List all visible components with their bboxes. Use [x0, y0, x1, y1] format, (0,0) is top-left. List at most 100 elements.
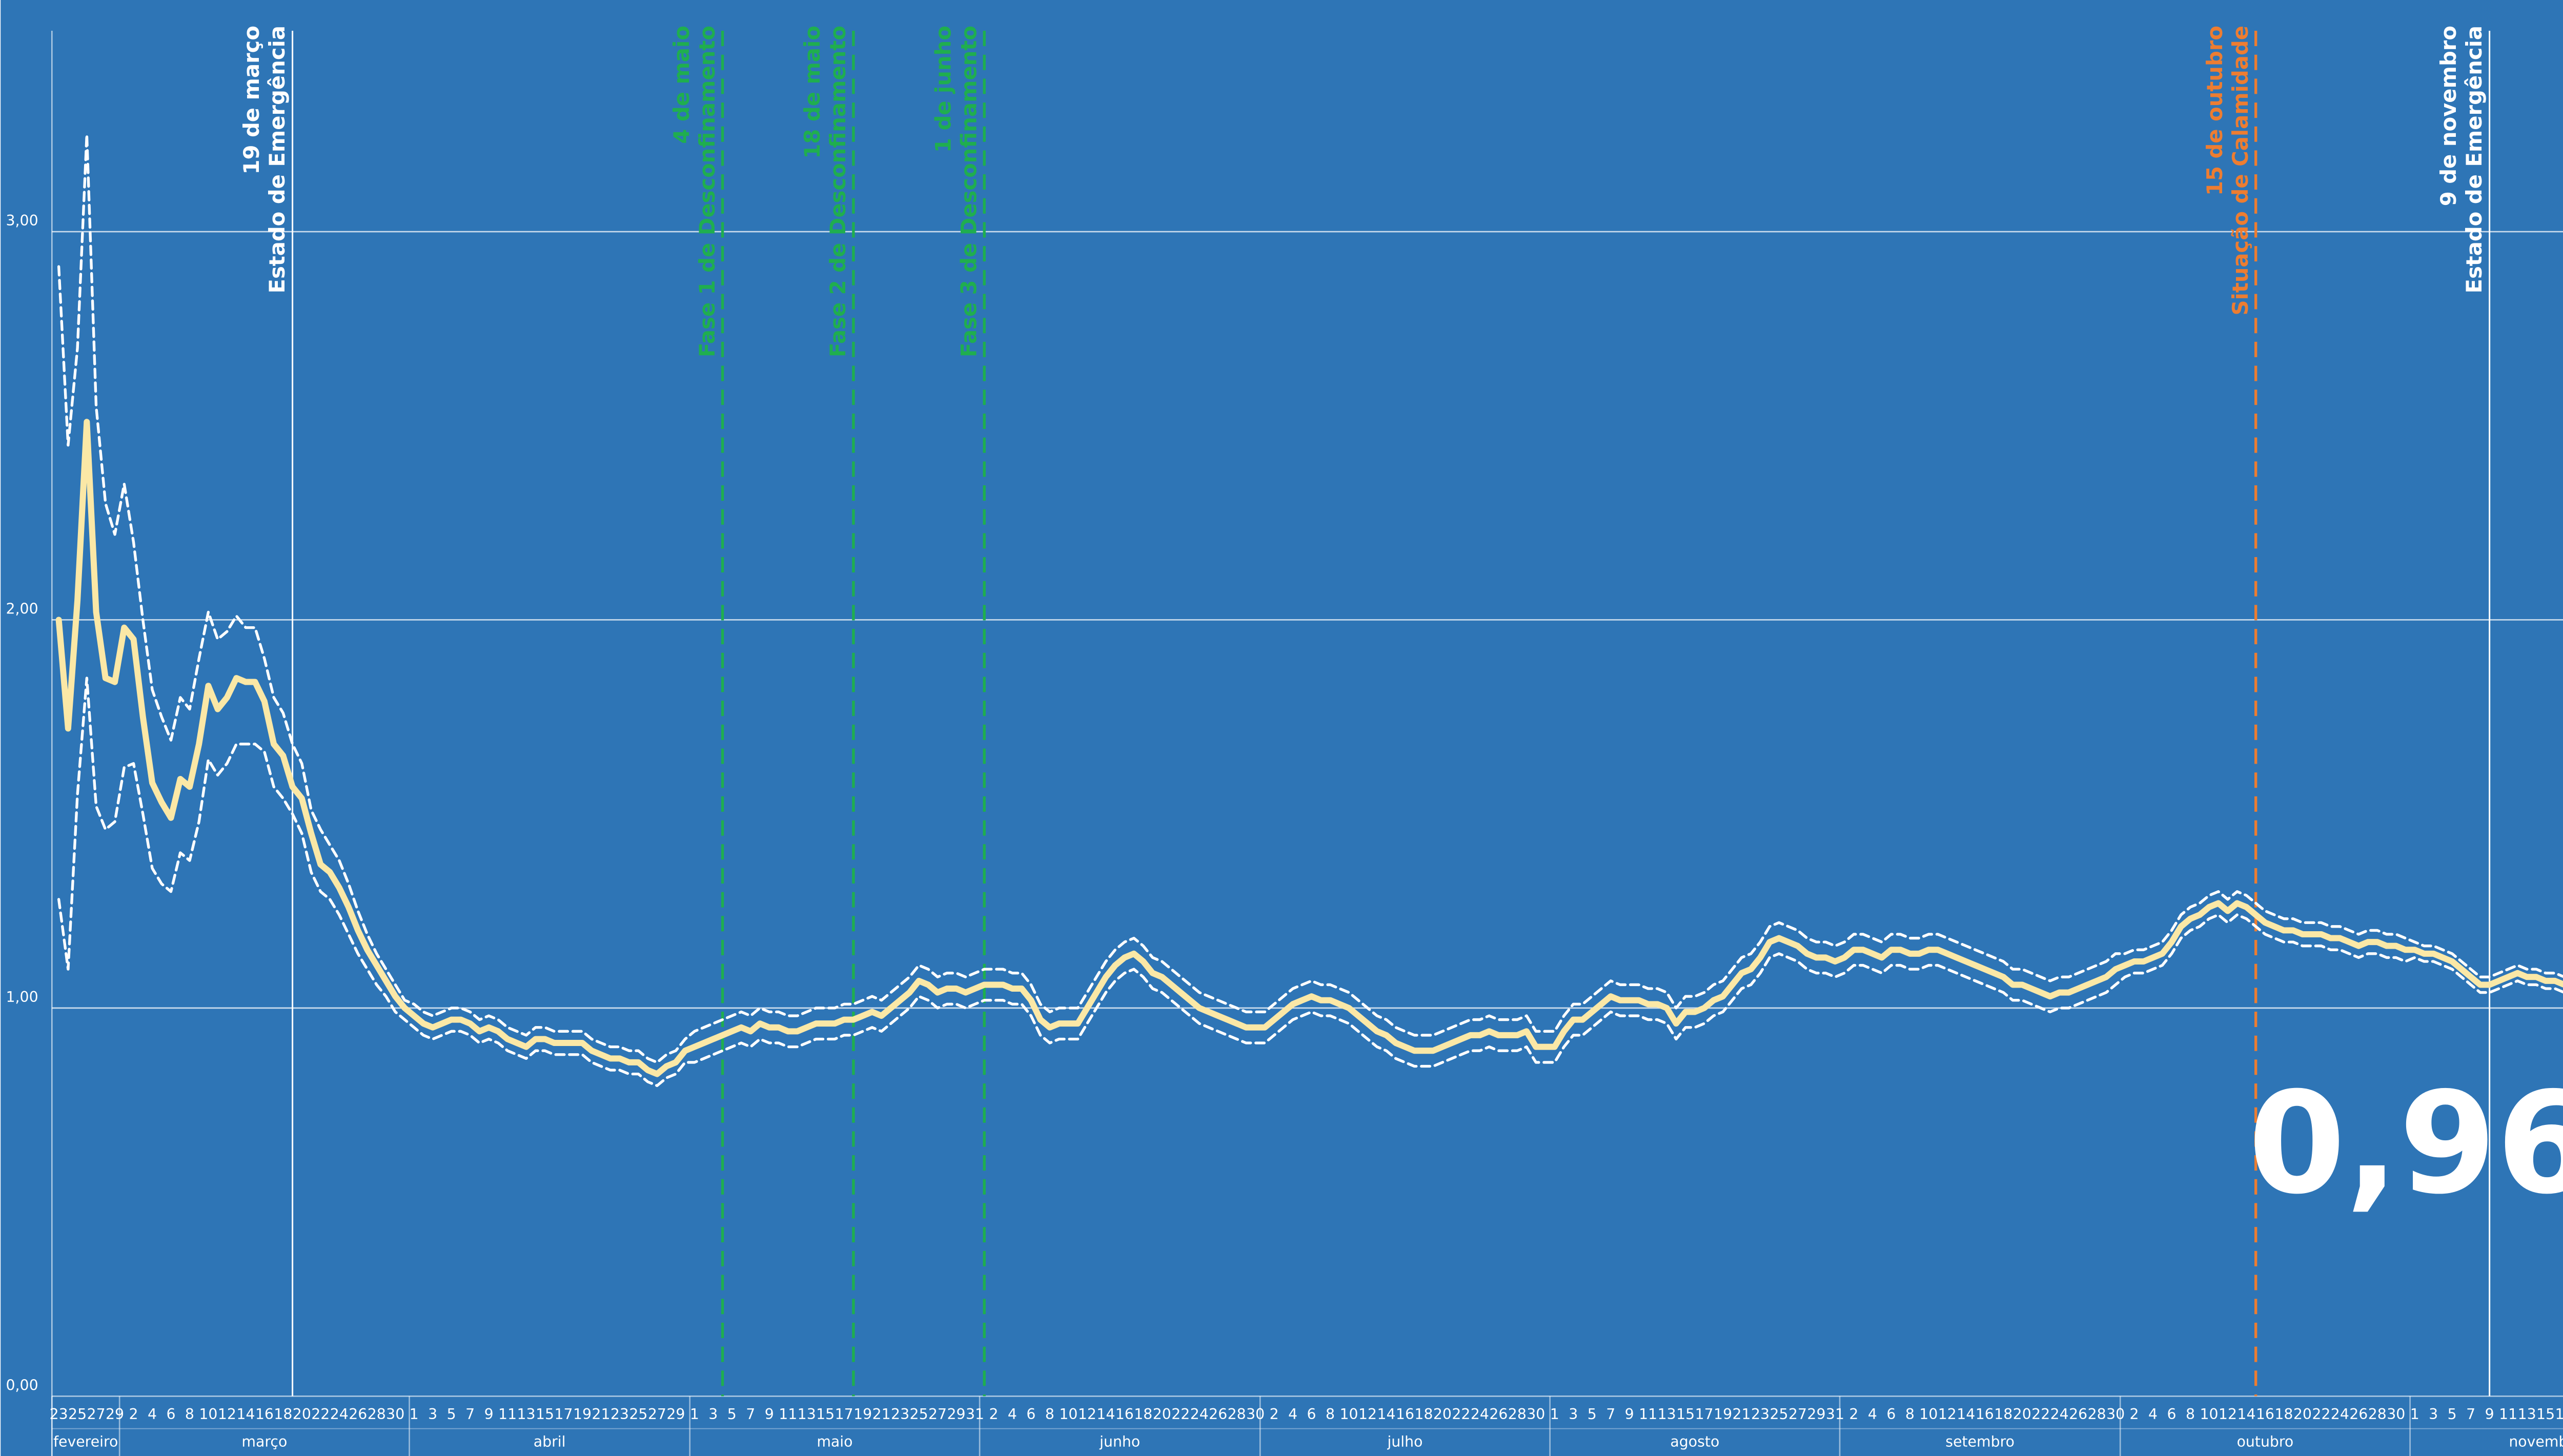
- x-tick-label: 4: [1008, 1406, 1017, 1423]
- x-tick-label: 20: [1433, 1406, 1452, 1423]
- x-tick-label: 18: [274, 1406, 292, 1423]
- month-label: agosto: [1670, 1433, 1719, 1450]
- annotation-label: 4 de maio: [669, 26, 694, 144]
- x-tick-label: 12: [1938, 1406, 1957, 1423]
- x-tick-label: 30: [2387, 1406, 2405, 1423]
- x-tick-label: 2: [1270, 1406, 1279, 1423]
- x-tick-label: 19: [1714, 1406, 1732, 1423]
- x-tick-label: 13: [2518, 1406, 2536, 1423]
- x-tick-label: 6: [1026, 1406, 1035, 1423]
- x-tick-label: 10: [1059, 1406, 1077, 1423]
- x-tick-label: 8: [1045, 1406, 1054, 1423]
- annotation-label: 19 de março: [239, 26, 264, 175]
- x-tick-label: 10: [2200, 1406, 2218, 1423]
- x-tick-label: 30: [2106, 1406, 2125, 1423]
- x-tick-label: 4: [1868, 1406, 1877, 1423]
- x-tick-label: 4: [1288, 1406, 1297, 1423]
- x-tick-label: 13: [798, 1406, 816, 1423]
- x-tick-label: 27: [1788, 1406, 1807, 1423]
- annotation-label: Estado de Emergência: [265, 26, 290, 293]
- x-tick-label: 15: [816, 1406, 835, 1423]
- x-tick-label: 3: [708, 1406, 718, 1423]
- x-tick-label: 16: [255, 1406, 274, 1423]
- x-tick-label: 24: [1471, 1406, 1489, 1423]
- x-tick-label: 18: [1134, 1406, 1152, 1423]
- callout: 0,96: [2248, 1062, 2563, 1225]
- y-tick-label: 3,00: [6, 212, 38, 229]
- month-label: novembro: [2509, 1433, 2563, 1450]
- x-tick-label: 30: [386, 1406, 404, 1423]
- annotation-label: 15 de outubro: [2202, 26, 2227, 196]
- x-tick-label: 24: [2331, 1406, 2349, 1423]
- month-label: outubro: [2237, 1433, 2294, 1450]
- x-tick-label: 17: [1695, 1406, 1714, 1423]
- x-tick-label: 9: [765, 1406, 774, 1423]
- x-tick-label: 12: [218, 1406, 236, 1423]
- x-tick-label: 27: [87, 1406, 106, 1423]
- x-tick-label: 23: [891, 1406, 909, 1423]
- y-tick-label: 2,00: [6, 600, 38, 617]
- x-tick-label: 14: [1377, 1406, 1395, 1423]
- x-tick-label: 22: [2031, 1406, 2050, 1423]
- x-tick-label: 5: [2448, 1406, 2457, 1423]
- month-label: julho: [1387, 1433, 1422, 1450]
- x-tick-label: 12: [2219, 1406, 2237, 1423]
- x-tick-label: 13: [1658, 1406, 1676, 1423]
- x-tick-label: 9: [1625, 1406, 1634, 1423]
- x-tick-label: 21: [592, 1406, 610, 1423]
- x-tick-label: 28: [1228, 1406, 1246, 1423]
- x-tick-label: 1: [690, 1406, 699, 1423]
- annotation-label: 1 de junho: [931, 26, 956, 153]
- x-tick-label: 10: [1340, 1406, 1358, 1423]
- month-label: junho: [1099, 1433, 1140, 1450]
- x-tick-label: 24: [330, 1406, 349, 1423]
- x-tick-label: 18: [1414, 1406, 1433, 1423]
- y-tick-label: 0,00: [6, 1377, 38, 1393]
- x-tick-label: 28: [2088, 1406, 2106, 1423]
- x-tick-label: 23: [1751, 1406, 1769, 1423]
- x-tick-label: 24: [2050, 1406, 2069, 1423]
- x-tick-label: 26: [1489, 1406, 1508, 1423]
- x-tick-label: 16: [1396, 1406, 1414, 1423]
- x-tick-label: 19: [573, 1406, 592, 1423]
- annotation-label: 9 de novembro: [2436, 26, 2461, 206]
- x-tick-label: 8: [1905, 1406, 1915, 1423]
- x-tick-label: 27: [648, 1406, 666, 1423]
- x-tick-label: 16: [2256, 1406, 2274, 1423]
- x-tick-label: 22: [311, 1406, 330, 1423]
- month-label: março: [241, 1433, 287, 1450]
- x-tick-label: 28: [2368, 1406, 2387, 1423]
- x-tick-label: 4: [148, 1406, 157, 1423]
- x-tick-label: 30: [1527, 1406, 1545, 1423]
- x-tick-label: 10: [199, 1406, 217, 1423]
- x-tick-label: 15: [536, 1406, 554, 1423]
- x-tick-label: 6: [1307, 1406, 1316, 1423]
- x-tick-label: 21: [1733, 1406, 1751, 1423]
- x-tick-label: 6: [2167, 1406, 2176, 1423]
- x-tick-label: 9: [484, 1406, 494, 1423]
- x-tick-label: 22: [2312, 1406, 2330, 1423]
- x-tick-label: 7: [465, 1406, 475, 1423]
- x-tick-label: 26: [2069, 1406, 2087, 1423]
- x-tick-label: 22: [1452, 1406, 1470, 1423]
- annotation-label: Fase 1 de Desconfinamento: [695, 26, 720, 357]
- x-tick-label: 11: [779, 1406, 797, 1423]
- x-tick-label: 14: [1096, 1406, 1115, 1423]
- x-tick-label: 20: [293, 1406, 311, 1423]
- x-tick-label: 23: [611, 1406, 629, 1423]
- x-tick-label: 2: [129, 1406, 138, 1423]
- annotation-label: Estado de Emergência: [2462, 26, 2487, 293]
- x-tick-label: 16: [1115, 1406, 1134, 1423]
- x-tick-label: 9: [2485, 1406, 2494, 1423]
- x-tick-label: 11: [1639, 1406, 1657, 1423]
- x-tick-label: 14: [2237, 1406, 2255, 1423]
- annotation-label: 18 de maio: [800, 26, 825, 159]
- x-tick-label: 17: [835, 1406, 853, 1423]
- x-tick-label: 26: [1209, 1406, 1227, 1423]
- month-label: abril: [534, 1433, 566, 1450]
- x-tick-label: 5: [447, 1406, 456, 1423]
- x-tick-label: 5: [727, 1406, 737, 1423]
- x-tick-label: 28: [1508, 1406, 1527, 1423]
- month-label: setembro: [1945, 1433, 2015, 1450]
